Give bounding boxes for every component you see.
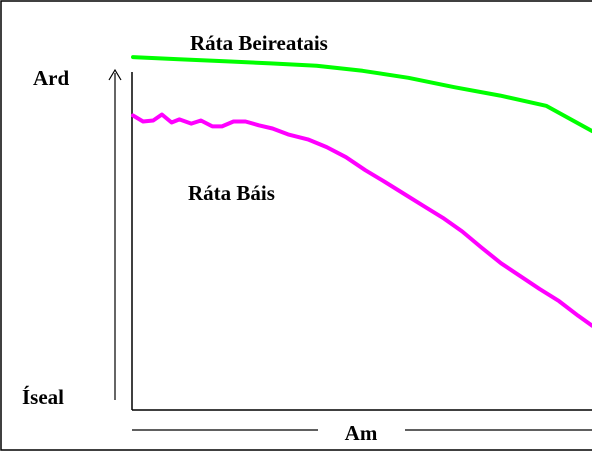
y-label-low: Íseal (22, 385, 64, 409)
series-line-death-rate (131, 112, 592, 328)
y-label-high: Ard (33, 66, 69, 90)
series-label-death-rate: Ráta Báis (188, 181, 275, 205)
y-axis-arrowhead (108, 68, 122, 81)
series-line-birth-rate (131, 55, 592, 133)
series-label-birth-rate: Ráta Beireatais (190, 31, 328, 55)
x-label: Am (345, 421, 378, 445)
